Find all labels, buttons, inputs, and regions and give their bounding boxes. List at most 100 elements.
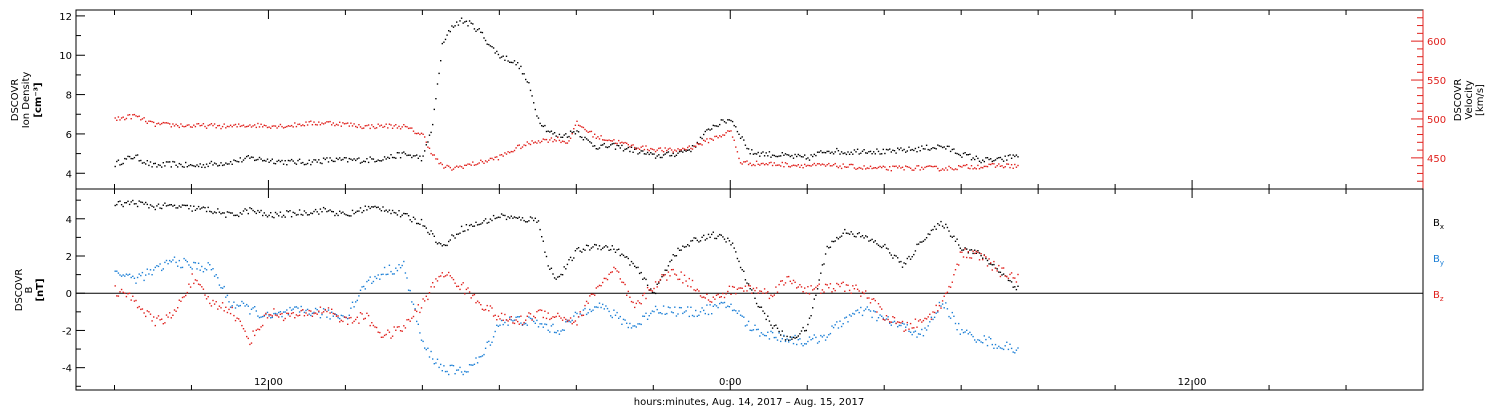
by-point — [244, 305, 246, 307]
velocity-point — [119, 119, 121, 121]
by-point — [459, 366, 461, 369]
velocity-point — [1015, 166, 1018, 168]
bz-point — [911, 327, 913, 329]
velocity-point — [407, 127, 410, 130]
bx-point — [937, 223, 939, 225]
velocity-point — [148, 120, 150, 122]
bx-point — [877, 244, 880, 246]
by-point — [446, 370, 448, 373]
velocity-point — [840, 167, 843, 170]
velocity-point — [629, 146, 631, 148]
density-point — [521, 73, 524, 75]
bx-point — [763, 312, 766, 315]
velocity-point — [991, 162, 993, 165]
bx-point — [972, 252, 974, 255]
bz-point — [990, 262, 992, 264]
density-tick-label: 6 — [66, 130, 72, 141]
density-point — [614, 148, 617, 150]
by-point — [220, 287, 222, 289]
bz-point — [635, 302, 637, 305]
bx-point — [279, 211, 282, 213]
density-point — [662, 154, 665, 156]
bz-point — [866, 297, 868, 299]
density-point — [568, 135, 570, 138]
velocity-point — [359, 126, 362, 128]
bz-point — [682, 282, 684, 284]
density-point — [948, 145, 950, 148]
velocity-point — [637, 147, 639, 149]
velocity-point — [464, 164, 466, 166]
bz-point — [432, 282, 434, 284]
by-point — [602, 303, 604, 306]
velocity-point — [594, 133, 596, 135]
bz-point — [407, 318, 410, 321]
density-point — [525, 78, 527, 81]
bx-point — [618, 248, 620, 250]
by-point — [675, 315, 678, 317]
by-point — [990, 338, 992, 340]
density-point — [202, 164, 205, 166]
bx-point — [892, 257, 894, 259]
bx-point — [956, 238, 958, 240]
by-point — [239, 304, 241, 307]
density-point — [747, 148, 750, 150]
bz-point — [379, 331, 381, 334]
bz-point — [834, 289, 836, 292]
density-point — [650, 152, 652, 154]
density-point — [284, 160, 286, 162]
velocity-point — [483, 162, 485, 164]
density-point — [577, 131, 580, 133]
bx-point — [443, 244, 445, 246]
by-point — [810, 339, 812, 341]
bz-point — [351, 322, 354, 324]
bz-point — [813, 288, 815, 290]
bz-point — [165, 314, 168, 316]
bx-point — [534, 217, 536, 219]
density-point — [146, 160, 148, 162]
density-point — [717, 125, 719, 128]
bx-point — [775, 324, 777, 326]
b-tick-label: 4 — [66, 215, 72, 226]
density-point — [873, 151, 875, 153]
density-point — [484, 39, 487, 42]
by-point — [252, 307, 254, 309]
bx-point — [117, 201, 120, 203]
bz-point — [209, 302, 211, 305]
by-point — [377, 274, 379, 276]
bz-point — [369, 324, 371, 327]
density-point — [941, 146, 944, 149]
bz-point — [797, 286, 799, 288]
bz-point — [183, 296, 185, 298]
bz-point — [722, 292, 724, 295]
by-point — [855, 310, 857, 312]
bx-point — [845, 232, 848, 234]
by-point — [271, 316, 273, 319]
density-point — [978, 160, 981, 162]
bz-point — [246, 335, 248, 338]
by-point — [966, 329, 968, 331]
bz-point — [172, 314, 174, 316]
bx-point — [473, 225, 476, 227]
bz-point — [970, 257, 973, 259]
velocity-point — [173, 125, 176, 127]
velocity-point — [640, 146, 642, 148]
bz-point — [1006, 275, 1008, 278]
bx-point — [776, 327, 779, 329]
bz-point — [775, 286, 777, 288]
bx-point — [678, 249, 681, 251]
bz-point — [704, 297, 706, 299]
by-point — [757, 328, 759, 331]
bx-point — [770, 324, 772, 326]
bx-point — [165, 205, 168, 207]
by-point — [236, 304, 238, 306]
velocity-point — [231, 126, 233, 128]
bx-point — [553, 277, 556, 279]
bz-point — [930, 318, 933, 320]
by-point — [262, 315, 264, 318]
by-point — [909, 331, 912, 333]
velocity-point — [226, 125, 229, 128]
velocity-point — [916, 165, 918, 167]
by-point — [141, 271, 144, 274]
velocity-point — [127, 114, 129, 116]
density-point — [640, 150, 642, 152]
